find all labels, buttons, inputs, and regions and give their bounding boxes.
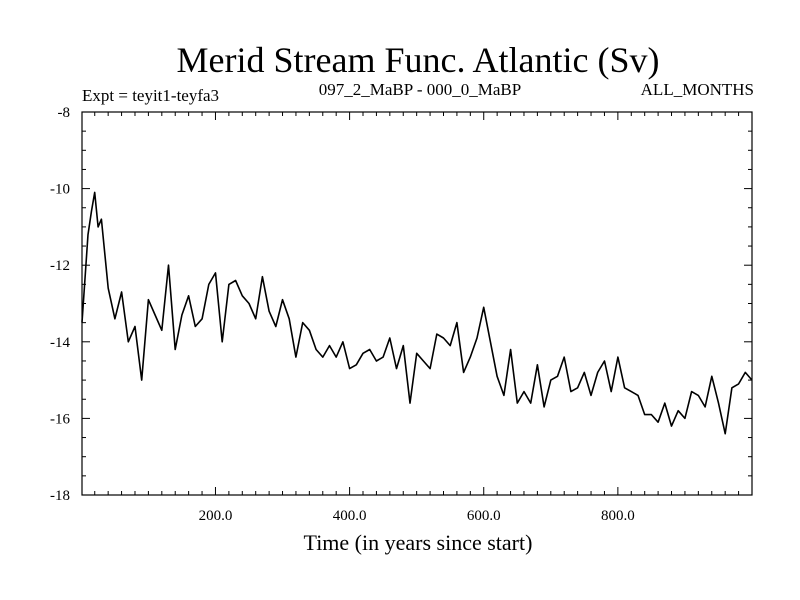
plot-area (81, 111, 753, 496)
y-tick-label: -12 (50, 258, 70, 274)
y-tick-label: -14 (50, 335, 70, 351)
series-line-0 (81, 191, 753, 435)
y-axis: -8 -10 -12 -14 -16 -18 (50, 105, 752, 504)
subtitle-period: 097_2_MaBP - 000_0_MaBP (319, 80, 521, 99)
x-tick-label: 600.0 (467, 508, 501, 524)
x-axis: 200.0 400.0 600.0 800.0 (94, 112, 740, 524)
x-tick-label: 800.0 (601, 508, 635, 524)
chart-title: Merid Stream Func. Atlantic (Sv) (177, 40, 660, 80)
subtitle-experiment: Expt = teyit1-teyfa3 (82, 86, 219, 105)
x-axis-label: Time (in years since start) (304, 530, 533, 555)
y-tick-label: -16 (50, 411, 70, 427)
y-tick-label: -10 (50, 182, 70, 198)
x-tick-label: 200.0 (199, 508, 233, 524)
x-tick-label: 400.0 (333, 508, 367, 524)
y-tick-label: -8 (58, 105, 71, 121)
y-tick-label: -18 (50, 488, 70, 504)
plot-frame (81, 111, 753, 496)
subtitle-months: ALL_MONTHS (641, 80, 754, 99)
